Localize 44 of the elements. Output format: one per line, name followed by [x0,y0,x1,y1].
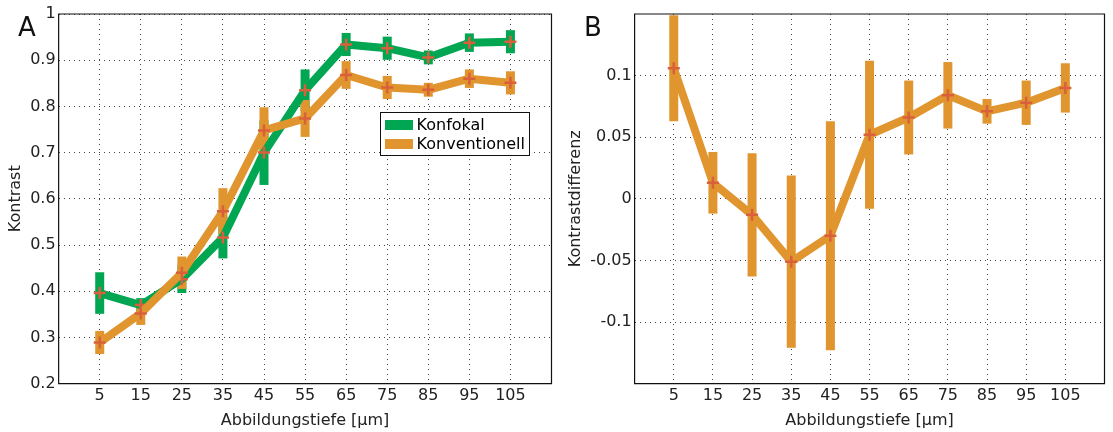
x-tick-label: 75 [937,385,959,405]
x-tick-label: 105 [1050,385,1081,405]
y-tick-label: 0.2 [30,372,56,392]
x-tick-label: 35 [212,385,234,405]
x-tick-label: 15 [702,385,724,405]
x-tick-label: 5 [668,385,679,405]
y-tick-label: 0.8 [30,95,56,115]
x-tick-label: 95 [459,385,480,405]
x-tick-label: 85 [418,385,439,405]
x-tick-label: 75 [377,385,398,405]
x-tick-label: 95 [1016,385,1037,405]
x-axis-title: Abbildungstiefe [µm] [220,409,390,429]
legend-label: Konfokal [416,115,485,134]
x-tick-label: 45 [253,385,275,405]
y-tick-label: 0 [621,187,632,207]
y-tick-label: 0.1 [606,64,632,84]
x-axis-title: Abbildungstiefe [µm] [785,409,954,429]
y-tick-label: 0.9 [30,49,56,69]
y-tick-label: 1 [45,3,56,23]
y-tick-label: 0.05 [595,126,632,146]
x-tick-label: 25 [741,385,763,405]
y-tick-label: 0.6 [30,187,56,207]
x-tick-label: 105 [495,385,526,405]
legend-label: Konventionell [416,134,525,153]
x-tick-label: 85 [976,385,998,405]
x-tick-label: 45 [820,385,841,405]
x-tick-label: 25 [171,385,193,405]
x-tick-label: 65 [898,385,919,405]
y-tick-label: 0.4 [30,280,56,300]
x-tick-label: 55 [859,385,880,405]
x-tick-label: 15 [130,385,151,405]
y-tick-label: 0.3 [30,326,56,346]
y-tick-label: -0.05 [590,249,632,269]
x-tick-label: 5 [94,385,105,405]
y-tick-label: -0.1 [600,311,632,331]
x-tick-label: 55 [294,385,316,405]
x-tick-label: 65 [335,385,357,405]
y-axis-title: Kontrastdifferenz [564,130,584,268]
chart-title: A [18,12,36,42]
y-tick-label: 0.5 [30,234,56,254]
chart-title: B [584,12,602,42]
x-tick-label: 35 [781,385,802,405]
y-axis-title: Kontrast [4,165,24,233]
y-tick-label: 0.7 [30,141,56,161]
